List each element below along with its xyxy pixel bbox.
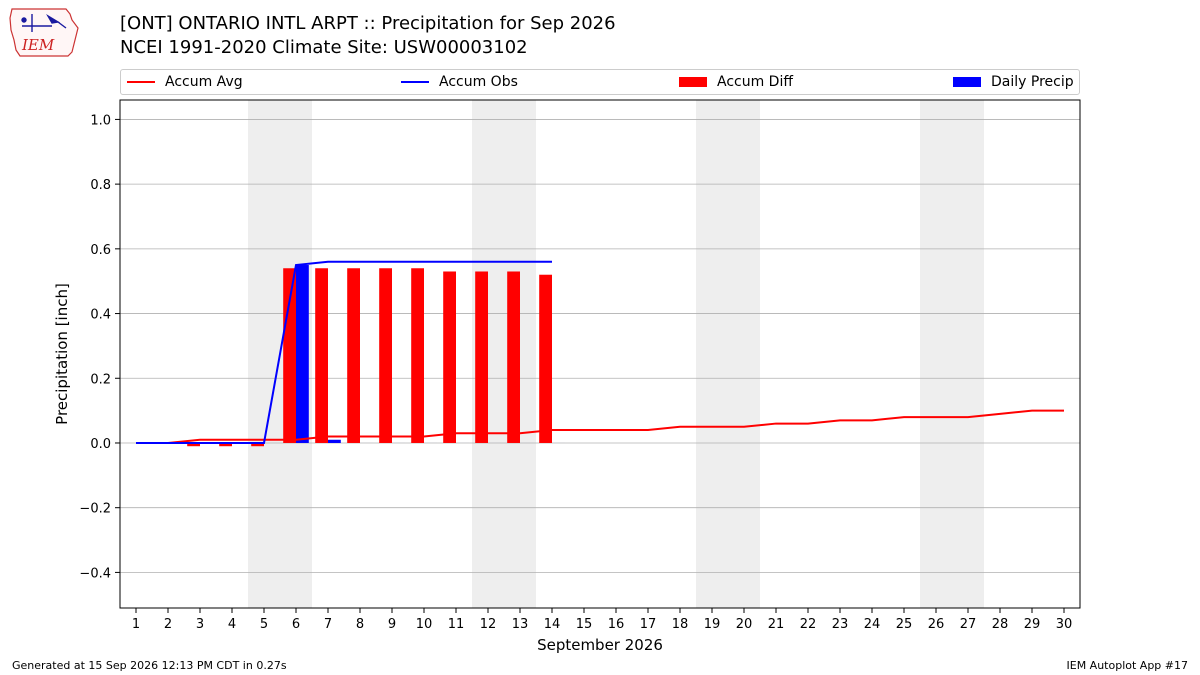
x-tick-label: 20 [736,617,753,632]
weekend-band [920,100,984,608]
legend-label: Accum Avg [165,74,243,90]
accum-avg-line [136,409,1064,444]
weekend-band [472,100,536,608]
x-tick-label: 18 [672,617,689,632]
accum-diff-bar [443,271,456,443]
x-tick-label: 21 [768,617,785,632]
chart-title: [ONT] ONTARIO INTL ARPT :: Precipitation… [120,13,616,34]
x-tick-label: 9 [388,617,396,632]
footer-app-id: IEM Autoplot App #17 [1066,659,1189,672]
accum-diff-bar [347,268,360,443]
accum-obs-line [136,260,552,444]
x-tick-label: 8 [356,617,364,632]
y-tick-label: 0.6 [90,243,111,258]
x-tick-label: 3 [196,617,204,632]
plot-area-frame [119,99,1081,609]
legend-swatch-red-line [127,81,155,83]
x-tick-label: 15 [576,617,593,632]
legend-label: Accum Obs [439,74,518,90]
x-tick-label: 14 [544,617,561,632]
x-tick-label: 26 [928,617,945,632]
x-tick-label: 28 [992,617,1009,632]
x-tick-label: 30 [1056,617,1073,632]
x-tick-label: 29 [1024,617,1041,632]
x-tick-label: 12 [480,617,497,632]
accum-diff-bar [507,271,520,443]
accum-diff-bar [411,268,424,443]
iowa-state-outline-icon [9,8,79,57]
x-tick-label: 7 [324,617,332,632]
weather-station-icon [21,14,67,32]
x-tick-label: 11 [448,617,465,632]
x-axis-label: September 2026 [537,636,663,654]
accum-diff-bar [379,268,392,443]
legend-label: Accum Diff [717,74,794,90]
legend-swatch-red-patch [679,77,707,87]
legend-item-accum-avg: Accum Avg [127,73,243,91]
accum-diff-bar [251,442,264,447]
y-axis-label: Precipitation [inch] [53,283,71,425]
x-tick-label: 16 [608,617,625,632]
iem-logo: IEM [9,8,79,57]
x-tick-label: 13 [512,617,529,632]
x-tick-label: 10 [416,617,433,632]
accum-diff-bar [219,442,232,447]
accum-diff-bar [539,274,552,443]
x-tick-label: 2 [164,617,172,632]
chart-subtitle: NCEI 1991-2020 Climate Site: USW00003102 [120,37,528,58]
x-tick-label: 19 [704,617,721,632]
y-tick-label: 1.0 [90,113,111,128]
x-tick-label: 22 [800,617,817,632]
x-tick-label: 1 [132,617,140,632]
daily-precip-bar [296,265,309,443]
y-tick-label: 0.2 [90,372,111,387]
accum-diff-bar [475,271,488,443]
legend-swatch-blue-patch [953,77,981,87]
legend-item-accum-diff: Accum Diff [679,73,793,91]
y-tick-label: −0.2 [79,502,111,517]
y-tick-label: −0.4 [79,566,111,581]
x-tick-label: 25 [896,617,913,632]
y-tick-label: 0.0 [90,437,111,452]
legend-item-daily-precip: Daily Precip [953,73,1074,91]
x-tick-label: 24 [864,617,881,632]
y-tick-label: 0.8 [90,178,111,193]
y-tick-label: 0.4 [90,308,111,323]
accum-diff-bar [315,268,328,443]
weekend-band [696,100,760,608]
x-tick-label: 5 [260,617,268,632]
chart-legend: Accum Avg Accum Obs Accum Diff Daily Pre… [120,69,1080,95]
legend-label: Daily Precip [991,74,1074,90]
daily-precip-bar [328,439,341,443]
x-tick-label: 4 [228,617,236,632]
x-tick-label: 6 [292,617,300,632]
x-tick-label: 23 [832,617,849,632]
logo-text: IEM [21,36,55,54]
legend-swatch-blue-line [401,81,429,83]
weekend-band [248,100,312,608]
legend-item-accum-obs: Accum Obs [401,73,518,91]
x-tick-label: 27 [960,617,977,632]
accum-diff-bar [187,442,200,447]
accum-diff-bar [283,268,296,443]
x-tick-label: 17 [640,617,657,632]
footer-generated-text: Generated at 15 Sep 2026 12:13 PM CDT in… [12,659,287,672]
